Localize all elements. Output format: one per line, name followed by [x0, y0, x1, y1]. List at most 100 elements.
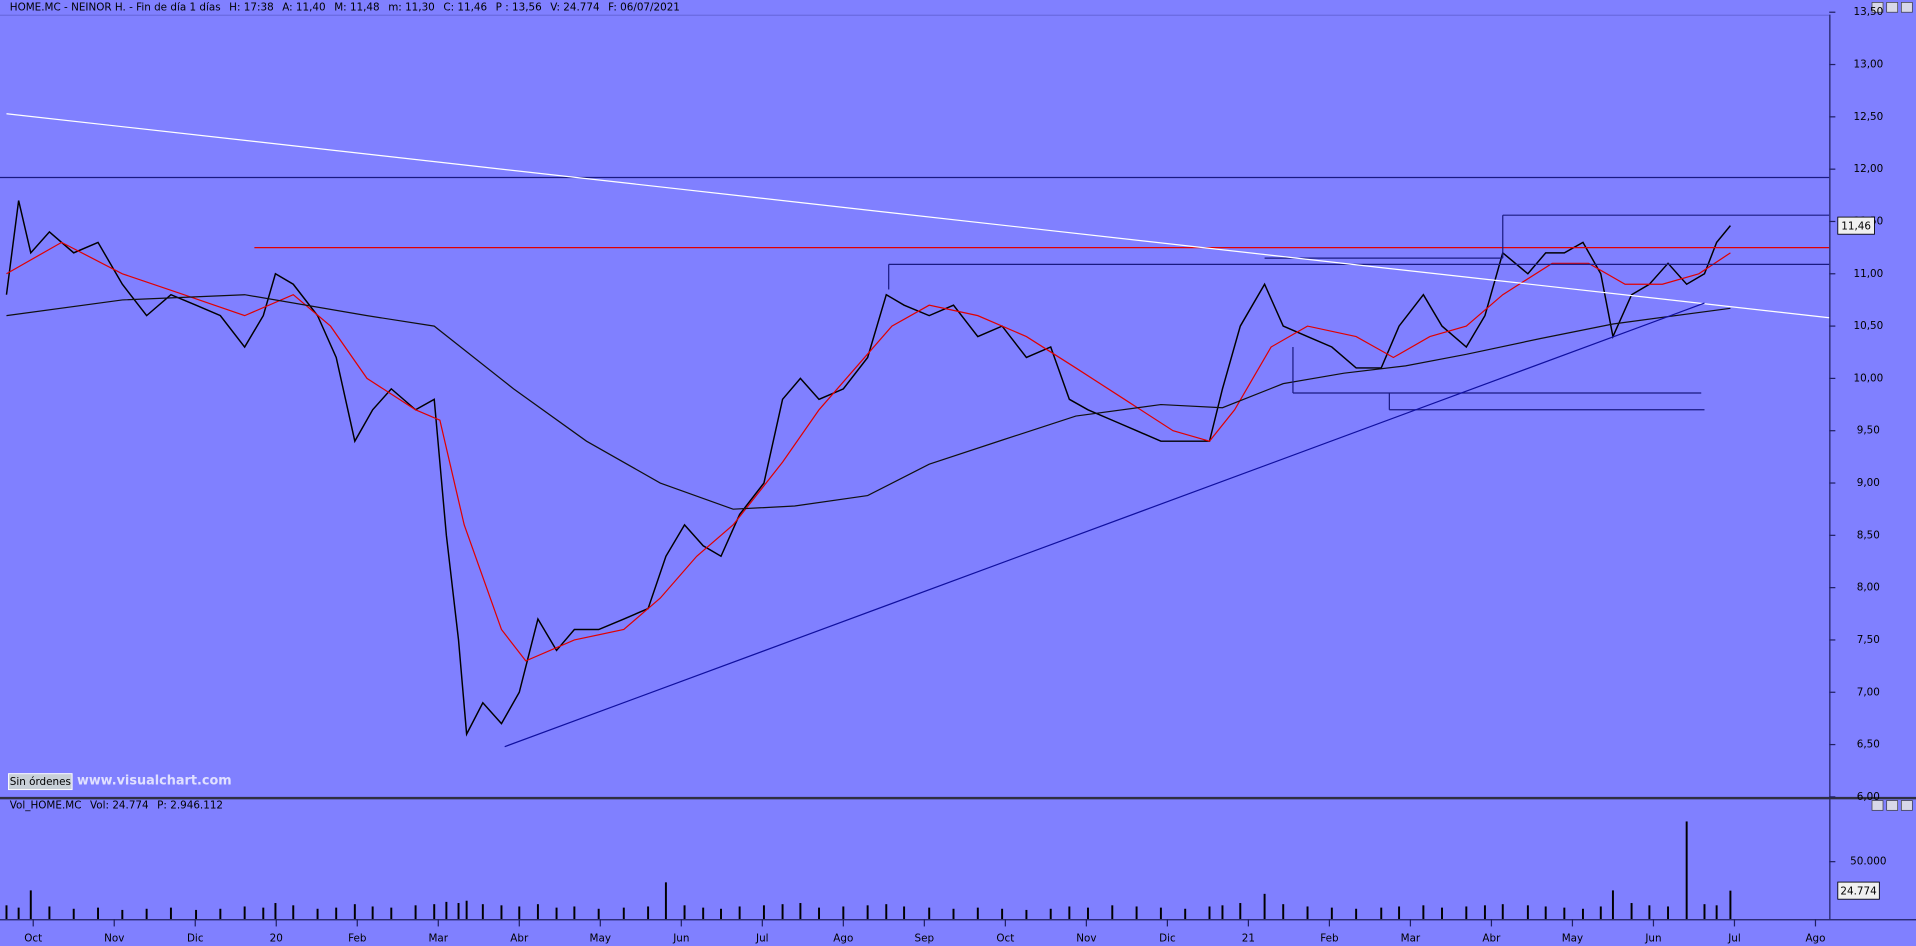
volume-bar [1685, 821, 1688, 920]
volume-bar [433, 904, 436, 920]
volume-bar [274, 903, 277, 920]
window-buttons[interactable] [1871, 2, 1913, 811]
volume-bar [702, 907, 705, 920]
volume-pane [5, 821, 1732, 920]
orders-button-label[interactable]: Sin órdenes [10, 776, 71, 788]
volume-bar [866, 905, 869, 920]
x-tick-label: Feb [348, 933, 367, 945]
volume-bar [316, 908, 319, 920]
volume-bar [1483, 905, 1486, 920]
volume-bar [1025, 909, 1028, 920]
volume-bar [1630, 903, 1633, 920]
volume-bar [683, 905, 686, 920]
maximize-button[interactable] [1886, 2, 1899, 13]
volume-bar [597, 908, 600, 920]
y-tick-label: 12,50 [1853, 111, 1883, 123]
y-tick-label: 8,50 [1857, 529, 1880, 541]
volume-bar [647, 906, 650, 920]
x-tick-label: Oct [996, 933, 1014, 945]
minimize-button[interactable] [1871, 800, 1884, 811]
volume-bar [1049, 908, 1052, 920]
volume-bar [353, 904, 356, 920]
volume-bar [481, 904, 484, 920]
header-item: V: 24.774 [550, 1, 600, 13]
y-tick-label: 13,00 [1853, 59, 1883, 71]
volume-bar [738, 906, 741, 920]
maximize-button[interactable] [1886, 800, 1899, 811]
volume-bar [1087, 907, 1089, 920]
x-tick-label: Ago [833, 933, 853, 945]
last-volume-label: 24.774 [1840, 885, 1877, 897]
header-item: C: 11,46 [443, 1, 487, 13]
y-tick-label: 50.000 [1850, 856, 1886, 868]
volume-bar [17, 907, 20, 920]
last-price-label: 11,46 [1841, 220, 1871, 232]
volume-bar [1715, 905, 1718, 920]
close-button[interactable] [1900, 2, 1913, 13]
x-tick-label: Abr [1482, 933, 1501, 945]
header-item: m: 11,30 [388, 1, 435, 13]
header-item: P: 2.946.112 [157, 799, 223, 811]
volume-bar [1563, 907, 1566, 920]
volume-bar [928, 907, 931, 920]
x-tick-label: Ago [1805, 933, 1825, 945]
price-line [6, 241, 1731, 662]
y-tick-label: 11,00 [1853, 268, 1883, 280]
volume-bar [518, 906, 521, 920]
volume-bar [292, 905, 295, 920]
y-tick-label: 9,00 [1857, 477, 1880, 489]
last-price-box [1837, 216, 1875, 235]
volume-bar [243, 906, 246, 920]
x-tick-label: Jul [1727, 933, 1741, 945]
volume-bar [1111, 905, 1114, 920]
volume-bar [720, 908, 722, 920]
x-tick-label: Nov [1076, 933, 1096, 945]
x-tick-label: May [590, 933, 611, 945]
volume-bar [1441, 907, 1443, 920]
volume-bar [1648, 905, 1651, 920]
volume-bar [781, 904, 784, 920]
volume-bar [622, 907, 625, 920]
header-item: P : 13,56 [496, 1, 542, 13]
x-tick-label: Mar [428, 933, 448, 945]
volume-bar [762, 905, 765, 920]
orders-button[interactable] [8, 773, 73, 791]
volume-bar [335, 907, 338, 920]
volume-bar [1239, 903, 1242, 920]
y-tick-label: 6,50 [1857, 739, 1880, 751]
volume-bar [121, 909, 124, 920]
x-tick-label: Sep [915, 933, 935, 945]
x-tick-label: Jun [1644, 933, 1661, 945]
volume-bar [818, 907, 821, 920]
volume-bar [97, 907, 100, 920]
volume-bar [842, 906, 845, 920]
volume-bar [1355, 908, 1358, 920]
volume-bar [976, 907, 979, 920]
header-item: HOME.MC - NEINOR H. - Fin de día 1 días [10, 1, 221, 13]
last-volume-box [1837, 881, 1880, 900]
volume-bar [1184, 908, 1187, 920]
y-tick-label: 7,00 [1857, 686, 1880, 698]
price-line [5, 200, 1731, 737]
drawn-line [6, 113, 1830, 319]
price-line [6, 294, 1731, 510]
y-tick-label: 12,00 [1853, 163, 1883, 175]
x-tick-label: 21 [1242, 933, 1255, 945]
volume-bar [465, 900, 468, 920]
volume-bar [5, 905, 8, 920]
volume-bar [1208, 906, 1211, 920]
volume-bar [1703, 904, 1706, 920]
volume-bar [903, 906, 906, 920]
volume-bar [169, 907, 172, 920]
volume-bar [414, 905, 417, 920]
y-tick-label: 10,50 [1853, 320, 1883, 332]
minimize-button[interactable] [1871, 2, 1884, 13]
volume-bar [1330, 907, 1333, 920]
volume-bar [799, 903, 802, 920]
close-button[interactable] [1900, 800, 1913, 811]
volume-bar [145, 908, 148, 920]
volume-bar [1544, 906, 1547, 920]
y-tick-label: 13,50 [1853, 6, 1883, 18]
volume-bar [371, 906, 374, 920]
